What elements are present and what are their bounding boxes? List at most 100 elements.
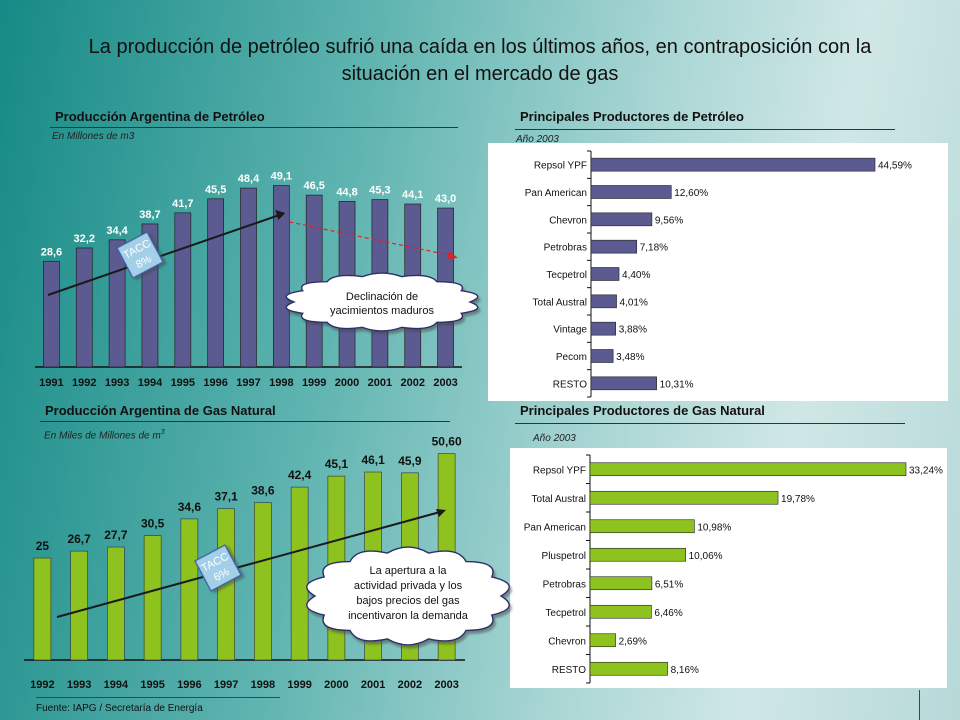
oil-year-label: 1998 — [269, 377, 293, 389]
oil-year-label: 1996 — [203, 377, 227, 389]
oil-producers-bar — [590, 321, 617, 336]
oil-bar — [272, 185, 290, 368]
oil-producers-category-label: Petrobras — [544, 243, 587, 254]
gas-producers-value-label: 6,46% — [654, 608, 682, 619]
gas-year-label: 1999 — [287, 679, 311, 691]
oil-producers-bar — [590, 185, 672, 199]
oil-data-label: 48,4 — [238, 173, 260, 185]
gas-year-label: 1994 — [104, 679, 129, 691]
oil-bar — [75, 247, 93, 368]
oil-year-label: 1997 — [236, 377, 260, 389]
gas-producers-category-label: Petrobras — [543, 579, 586, 590]
gas-data-label: 42,4 — [288, 468, 312, 482]
gas-producers-title: Principales Productores de Gas Natural — [520, 403, 765, 418]
oil-data-label: 43,0 — [435, 193, 456, 205]
gas-data-label: 46,1 — [361, 453, 385, 467]
gas-title-rule — [40, 421, 450, 422]
gas-producers-bar — [589, 633, 616, 648]
gas-producers-category-label: Chevron — [548, 636, 586, 647]
oil-producers-category-label: Chevron — [549, 215, 587, 226]
oil-producers-category-label: Total Austral — [533, 297, 587, 308]
gas-callout-text: incentivaron la demanda — [348, 610, 469, 622]
gas-producers-value-label: 6,51% — [655, 579, 683, 590]
oil-year-label: 2002 — [400, 377, 424, 389]
oil-data-label: 46,5 — [303, 180, 324, 192]
oil-producers-value-label: 4,40% — [622, 270, 650, 281]
gas-producers-value-label: 8,16% — [671, 665, 699, 676]
gas-producers-chart: Repsol YPF 33,24% Total Austral 19,78% Pan A… — [524, 454, 943, 684]
gas-data-label: 27,7 — [104, 528, 128, 542]
oil-data-label: 38,7 — [139, 209, 160, 221]
gas-year-label: 2002 — [398, 679, 422, 691]
oil-producers-category-label: Vintage — [553, 325, 587, 336]
oil-callout-text: yacimientos maduros — [330, 305, 434, 317]
gas-producers-value-label: 2,69% — [619, 636, 647, 647]
gas-tacc-badge-box — [194, 544, 242, 592]
oil-producers-value-label: 9,56% — [655, 215, 683, 226]
gas-data-label: 37,1 — [214, 490, 238, 504]
oil-producers-bar — [590, 294, 617, 309]
oil-producers-value-label: 3,88% — [619, 325, 647, 336]
oil-trend-line — [47, 214, 280, 296]
gas-callout-text: bajos precios del gas — [356, 595, 460, 607]
oil-producers-category-label: Pan American — [525, 188, 587, 199]
oil-data-label: 34,4 — [106, 225, 128, 237]
oil-year-label: 2000 — [335, 377, 359, 389]
oil-producers-rule — [515, 129, 895, 130]
oil-callout-cloud-shape — [285, 272, 479, 332]
oil-decline-line — [289, 221, 455, 257]
oil-year-label: 1994 — [138, 377, 163, 389]
gas-producers-bar — [589, 462, 907, 477]
oil-callout-text: Declinación de — [346, 291, 418, 303]
oil-bar — [207, 198, 225, 368]
gas-producers-value-label: 10,98% — [697, 522, 731, 533]
oil-year-label: 1991 — [39, 377, 63, 389]
oil-tacc-badge-box — [116, 231, 164, 279]
gas-year-label: 1995 — [140, 679, 164, 691]
gas-data-label: 38,6 — [251, 484, 275, 498]
gas-data-label: 45,9 — [398, 454, 422, 468]
gas-producers-bar — [589, 490, 779, 505]
oil-producers-category-label: RESTO — [553, 379, 587, 390]
oil-bar — [43, 260, 60, 368]
gas-trend-arrowhead — [436, 509, 446, 517]
gas-bar — [290, 486, 309, 661]
gas-callout-cloud — [306, 546, 510, 646]
gas-producers-bar — [589, 661, 668, 676]
oil-producers-bar — [590, 267, 620, 281]
gas-production-chart: 25 1992 26,7 1993 27,7 1994 30,5 1995 34,6 1996 37… — [24, 435, 510, 691]
oil-data-label: 45,5 — [205, 184, 226, 196]
oil-data-label: 41,7 — [172, 198, 193, 210]
gas-year-label: 1993 — [67, 679, 91, 691]
corner-rule — [919, 690, 920, 720]
oil-producers-value-label: 44,59% — [878, 161, 912, 172]
oil-year-label: 1993 — [105, 377, 129, 389]
slide-title: La producción de petróleo sufrió una caí… — [88, 36, 872, 85]
oil-producers-chart: Repsol YPF 44,59% Pan American 12,60% Chevro… — [525, 150, 912, 398]
gas-year-label: 2000 — [324, 679, 348, 691]
oil-year-label: 1999 — [302, 377, 326, 389]
gas-callout-text: La apertura a la — [369, 565, 447, 577]
gas-bar — [180, 518, 199, 661]
oil-decline-arrowhead — [448, 251, 458, 259]
oil-year-label: 1992 — [72, 377, 96, 389]
gas-producers-value-label: 19,78% — [781, 494, 815, 505]
oil-producers-bar — [590, 212, 653, 227]
oil-producers-bar — [590, 157, 876, 172]
oil-year-label: 2003 — [433, 377, 457, 389]
gas-bar — [254, 502, 272, 661]
gas-producers-panel — [510, 448, 947, 688]
oil-bar — [240, 187, 257, 368]
oil-chart-title: Producción Argentina de Petróleo — [55, 109, 265, 124]
oil-producers-category-label: Tecpetrol — [546, 270, 587, 281]
gas-chart-subtitle: En Miles de Millones de m3 — [44, 429, 165, 442]
oil-data-label: 32,2 — [74, 233, 95, 245]
gas-producers-bar — [589, 604, 652, 619]
oil-producers-title: Principales Productores de Petróleo — [520, 109, 744, 124]
oil-producers-subtitle: Año 2003 — [516, 134, 559, 145]
oil-producers-bar — [590, 239, 638, 254]
gas-producers-category-label: Tecpetrol — [545, 608, 586, 619]
gas-producers-category-label: Pan American — [524, 522, 586, 533]
